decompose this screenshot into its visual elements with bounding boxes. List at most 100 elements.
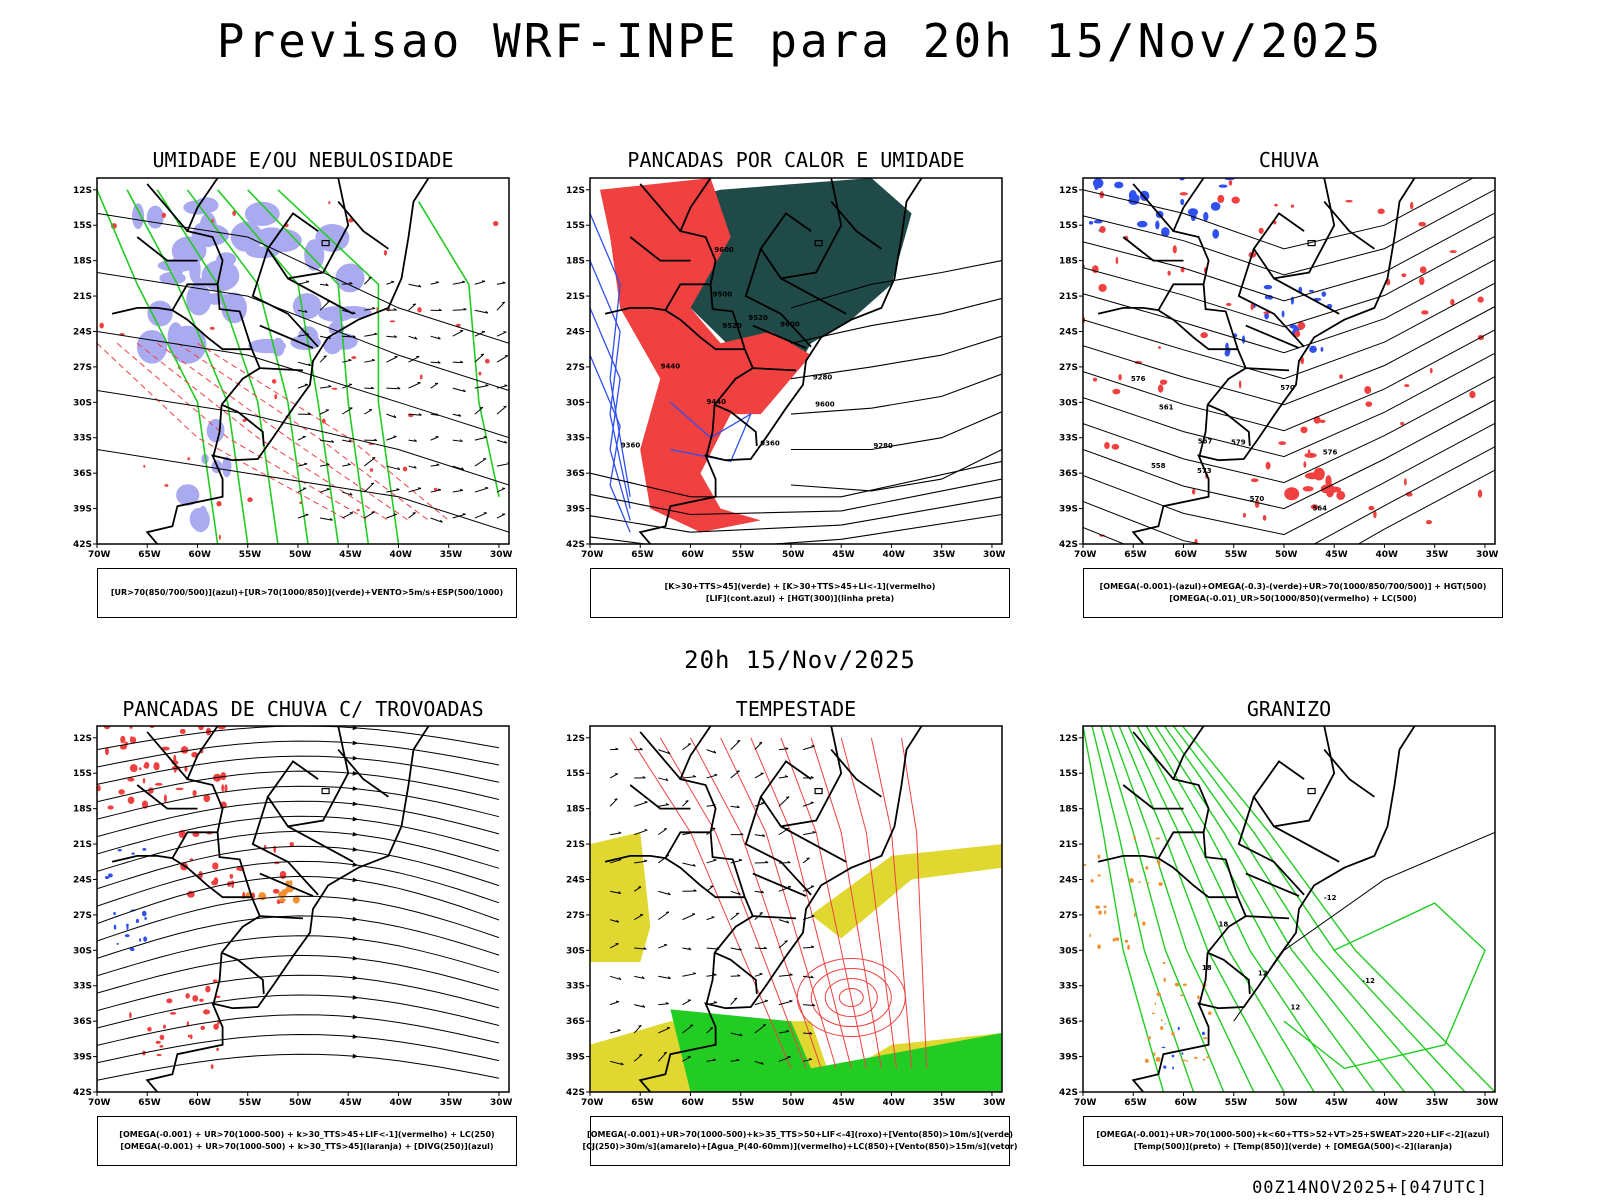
lat-tick-label: 33S — [73, 434, 92, 444]
lat-tick-label: 39S — [73, 1053, 92, 1063]
contour-label: 9280 — [813, 373, 833, 381]
lat-tick-label: 42S — [73, 540, 92, 550]
lat-tick-label: 33S — [1059, 982, 1078, 992]
weather-map: -12-121218181212S15S18S21S24S27S30S33S36… — [1059, 725, 1499, 1108]
map-frame — [1082, 725, 1496, 1093]
lon-tick-label: 65W — [138, 1098, 161, 1108]
lat-tick-label: 15S — [566, 221, 585, 231]
lon-tick-label: 70W — [88, 550, 111, 560]
lon-tick-label: 45W — [832, 550, 855, 560]
contour-label: 558 — [1151, 462, 1166, 470]
lat-tick-label: 42S — [73, 1088, 92, 1098]
lon-tick-label: 50W — [1275, 550, 1298, 560]
legend-box: [K>30+TTS>45](verde) + [K>30+TTS>45+LI<-… — [590, 568, 1010, 618]
lat-tick-label: 42S — [566, 1088, 585, 1098]
lat-tick-label: 36S — [73, 1017, 92, 1027]
lat-tick-label: 27S — [566, 911, 585, 921]
lon-tick-label: 45W — [1325, 550, 1348, 560]
lon-tick-label: 35W — [1426, 1098, 1449, 1108]
lat-tick-label: 36S — [566, 469, 585, 479]
legend-text: [OMEGA(-0.01)_UR>50(1000/850)(vermelho) … — [1169, 594, 1417, 603]
lon-tick-label: 60W — [1174, 550, 1197, 560]
panel-title: UMIDADE E/OU NEBULOSIDADE — [152, 148, 454, 172]
lat-tick-label: 42S — [1059, 540, 1078, 550]
lat-tick-label: 21S — [73, 840, 92, 850]
lon-tick-label: 30W — [490, 1098, 513, 1108]
panel-title: TEMPESTADE — [735, 697, 857, 721]
contour-label: 576 — [1323, 449, 1338, 457]
lon-tick-label: 60W — [681, 1098, 704, 1108]
lat-tick-label: 42S — [1059, 1088, 1078, 1098]
lat-tick-label: 36S — [1059, 1017, 1078, 1027]
lon-tick-label: 55W — [732, 1098, 755, 1108]
lat-tick-label: 15S — [1059, 769, 1078, 779]
contour-label: 12 — [1258, 969, 1268, 977]
lat-tick-label: 21S — [1059, 292, 1078, 302]
lat-tick-label: 39S — [1059, 1053, 1078, 1063]
contour-label: 9360 — [621, 442, 641, 450]
lat-tick-label: 15S — [1059, 221, 1078, 231]
contour-label: 567 — [1198, 438, 1213, 446]
lat-tick-label: 24S — [73, 327, 92, 337]
lat-tick-label: 36S — [1059, 469, 1078, 479]
lon-tick-label: 50W — [289, 1098, 312, 1108]
lat-tick-label: 18S — [73, 805, 92, 815]
map-frame — [589, 725, 1003, 1093]
lon-tick-label: 65W — [631, 550, 654, 560]
lat-tick-label: 24S — [73, 875, 92, 885]
lat-tick-label: 18S — [73, 257, 92, 267]
contour-label: 9360 — [760, 439, 780, 447]
lat-tick-label: 24S — [566, 327, 585, 337]
lon-tick-label: 45W — [339, 1098, 362, 1108]
lon-tick-label: 50W — [782, 550, 805, 560]
lat-tick-label: 15S — [73, 769, 92, 779]
legend-text: [LIF](cont.azul) + [HGT(300)](linha pret… — [705, 594, 895, 603]
lon-tick-label: 30W — [983, 550, 1006, 560]
lat-tick-label: 21S — [1059, 840, 1078, 850]
lat-tick-label: 27S — [73, 911, 92, 921]
lon-tick-label: 35W — [440, 550, 463, 560]
lat-tick-label: 12S — [1059, 186, 1078, 196]
contour-label: -12 — [1324, 894, 1337, 902]
lat-tick-label: 15S — [566, 769, 585, 779]
lon-tick-label: 70W — [1074, 550, 1097, 560]
map-frame — [96, 177, 510, 545]
contour-label: 12 — [1290, 1003, 1300, 1011]
lon-tick-label: 60W — [188, 1098, 211, 1108]
contour-label: 9500 — [713, 291, 733, 299]
lon-tick-label: 55W — [239, 550, 262, 560]
lat-tick-label: 12S — [566, 186, 585, 196]
lon-tick-label: 35W — [440, 1098, 463, 1108]
lon-tick-label: 35W — [933, 1098, 956, 1108]
lon-tick-label: 65W — [1124, 550, 1147, 560]
panel-title: PANCADAS POR CALOR E UMIDADE — [627, 148, 965, 172]
lat-tick-label: 15S — [73, 221, 92, 231]
lon-tick-label: 70W — [581, 550, 604, 560]
contour-label: 561 — [1159, 404, 1174, 412]
lon-tick-label: 70W — [88, 1098, 111, 1108]
lat-tick-label: 27S — [73, 363, 92, 373]
lat-tick-label: 21S — [566, 292, 585, 302]
legend-box: [OMEGA(-0.001)+UR>70(1000-500)+k<60+TTS>… — [1083, 1116, 1503, 1166]
lat-tick-label: 33S — [73, 982, 92, 992]
run-info-footer: 00Z14NOV2025+[047UTC] — [1252, 1178, 1488, 1198]
lat-tick-label: 33S — [566, 982, 585, 992]
lon-tick-label: 30W — [1476, 1098, 1499, 1108]
lon-tick-label: 55W — [732, 550, 755, 560]
legend-text: [Temp(500)](preto) + [Temp(850)](verde) … — [1133, 1142, 1453, 1151]
lat-tick-label: 27S — [1059, 911, 1078, 921]
contour-label: 9600 — [815, 401, 835, 409]
lon-tick-label: 65W — [1124, 1098, 1147, 1108]
legend-text: [OMEGA(-0.001)+UR>70(1000-500)+k>35_TTS>… — [587, 1130, 1013, 1139]
lon-tick-label: 65W — [138, 550, 161, 560]
lon-tick-label: 40W — [1375, 550, 1398, 560]
lon-tick-label: 45W — [832, 1098, 855, 1108]
lat-tick-label: 30S — [73, 398, 92, 408]
legend-text: [OMEGA(-0.001)+UR>70(1000-500)+k<60+TTS>… — [1096, 1130, 1490, 1139]
lat-tick-label: 30S — [73, 946, 92, 956]
lat-tick-label: 24S — [1059, 875, 1078, 885]
contour-label: 579 — [1231, 438, 1246, 446]
